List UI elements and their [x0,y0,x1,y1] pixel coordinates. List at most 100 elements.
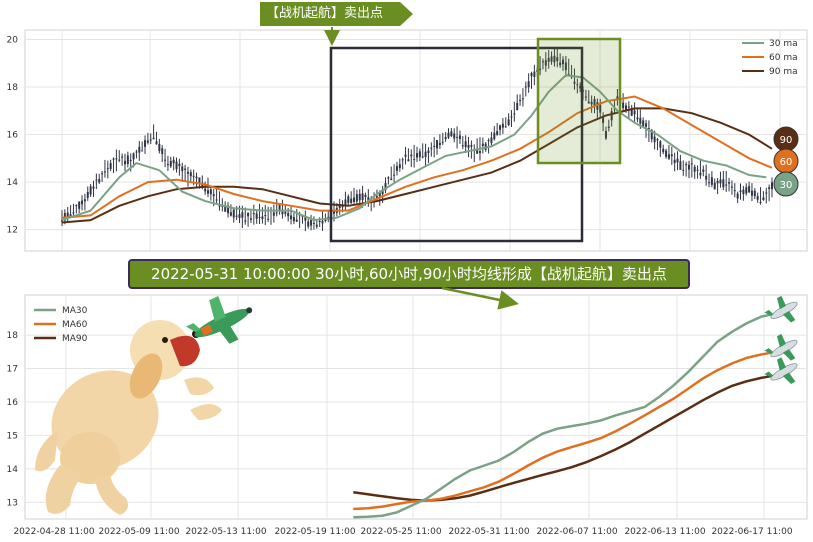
candle-body [458,135,461,140]
candle-body [421,156,424,158]
candle-body [410,154,413,157]
candle-body [530,73,533,77]
candle-body [685,164,688,166]
candle-body [662,148,665,153]
candle-body [739,190,742,193]
candle-body [103,171,106,173]
candle-body [719,179,722,184]
candle-body [186,171,189,174]
candle-body [158,144,161,152]
candle-body [670,154,673,157]
candle-body [547,58,550,62]
candle-body [630,107,633,116]
candle-body [109,163,112,169]
legend-label: 60 ma [769,53,798,63]
candle-body [344,199,347,205]
y-tick-label: 20 [7,36,19,46]
candle-body [92,186,95,189]
candle-body [587,101,590,104]
candle-body [227,205,230,214]
candle-body [95,179,98,181]
candle-body [81,200,84,205]
line-end-planes [764,295,798,385]
candle-body [499,125,502,130]
x-tick-label: 2022-05-31 11:00 [448,527,529,537]
candle-body [467,144,470,148]
candle-body [556,57,559,62]
candle-body [172,159,175,164]
candle-body [390,178,393,181]
candle-body [702,169,705,172]
price-chart-panel: 12 14 16 18 20 30 ma 60 ma 90 ma 90 60 30 [7,27,808,252]
candle-body [762,197,765,200]
candle-body [304,217,307,221]
candle-body [696,169,699,171]
candle-body [312,222,315,224]
candle-body [716,180,719,184]
candle-body [164,159,167,161]
plane-wing [782,372,796,385]
plane-tail [764,309,774,316]
candle-body [178,163,181,167]
candle-body [667,154,670,159]
candle-body [501,123,504,128]
candle-body [690,163,693,165]
candle-body [161,148,164,154]
candle-body [573,81,576,84]
candle-body [562,59,565,65]
candle-body [215,199,218,201]
candle-body [375,196,378,199]
candle-body [753,190,756,197]
candle-body [144,140,147,147]
candle-body [132,153,135,160]
plane-tail [764,348,774,354]
candle-body [510,116,513,118]
candle-body [241,212,244,218]
candle-body [745,187,748,194]
candle-body [101,173,104,175]
candle-body [204,188,207,192]
candle-body [358,193,361,201]
candle-body [650,129,653,140]
candle-body [584,96,587,98]
candle-body [682,169,685,171]
candle-body [129,159,132,161]
candle-body [553,55,556,63]
y-tick-label: 18 [7,331,19,341]
x-tick-label: 2022-05-25 11:00 [360,527,441,537]
candle-body [521,98,524,100]
candle-body [693,166,696,172]
candle-body [310,219,313,226]
candle-body [149,139,152,141]
candle-body [89,186,92,195]
candle-body [361,193,364,201]
candle-body [436,139,439,149]
candle-body [321,220,324,224]
y-tick-label: 16 [7,398,19,408]
candle-body [478,151,481,154]
candle-body [126,155,129,165]
candle-body [450,131,453,137]
candle-body [656,139,659,141]
candle-body [733,190,736,192]
candle-body [247,212,250,217]
candle-body [541,61,544,63]
candle-body [378,192,381,197]
candle-body [264,215,267,217]
candle-body [470,144,473,147]
candle-body [616,96,619,100]
ma-lines [353,313,773,519]
candle-body [476,148,479,154]
candle-body [138,146,141,153]
candle-body [292,216,295,222]
candle-body [355,194,358,202]
candle-body [559,62,562,66]
candle-body [258,216,261,218]
candle-body [75,204,78,206]
plane-icon [764,357,798,385]
candle-body [604,131,607,139]
candle-body [687,164,690,170]
candle-body [195,176,198,179]
candle-body [155,141,158,145]
candle-body [201,182,204,188]
